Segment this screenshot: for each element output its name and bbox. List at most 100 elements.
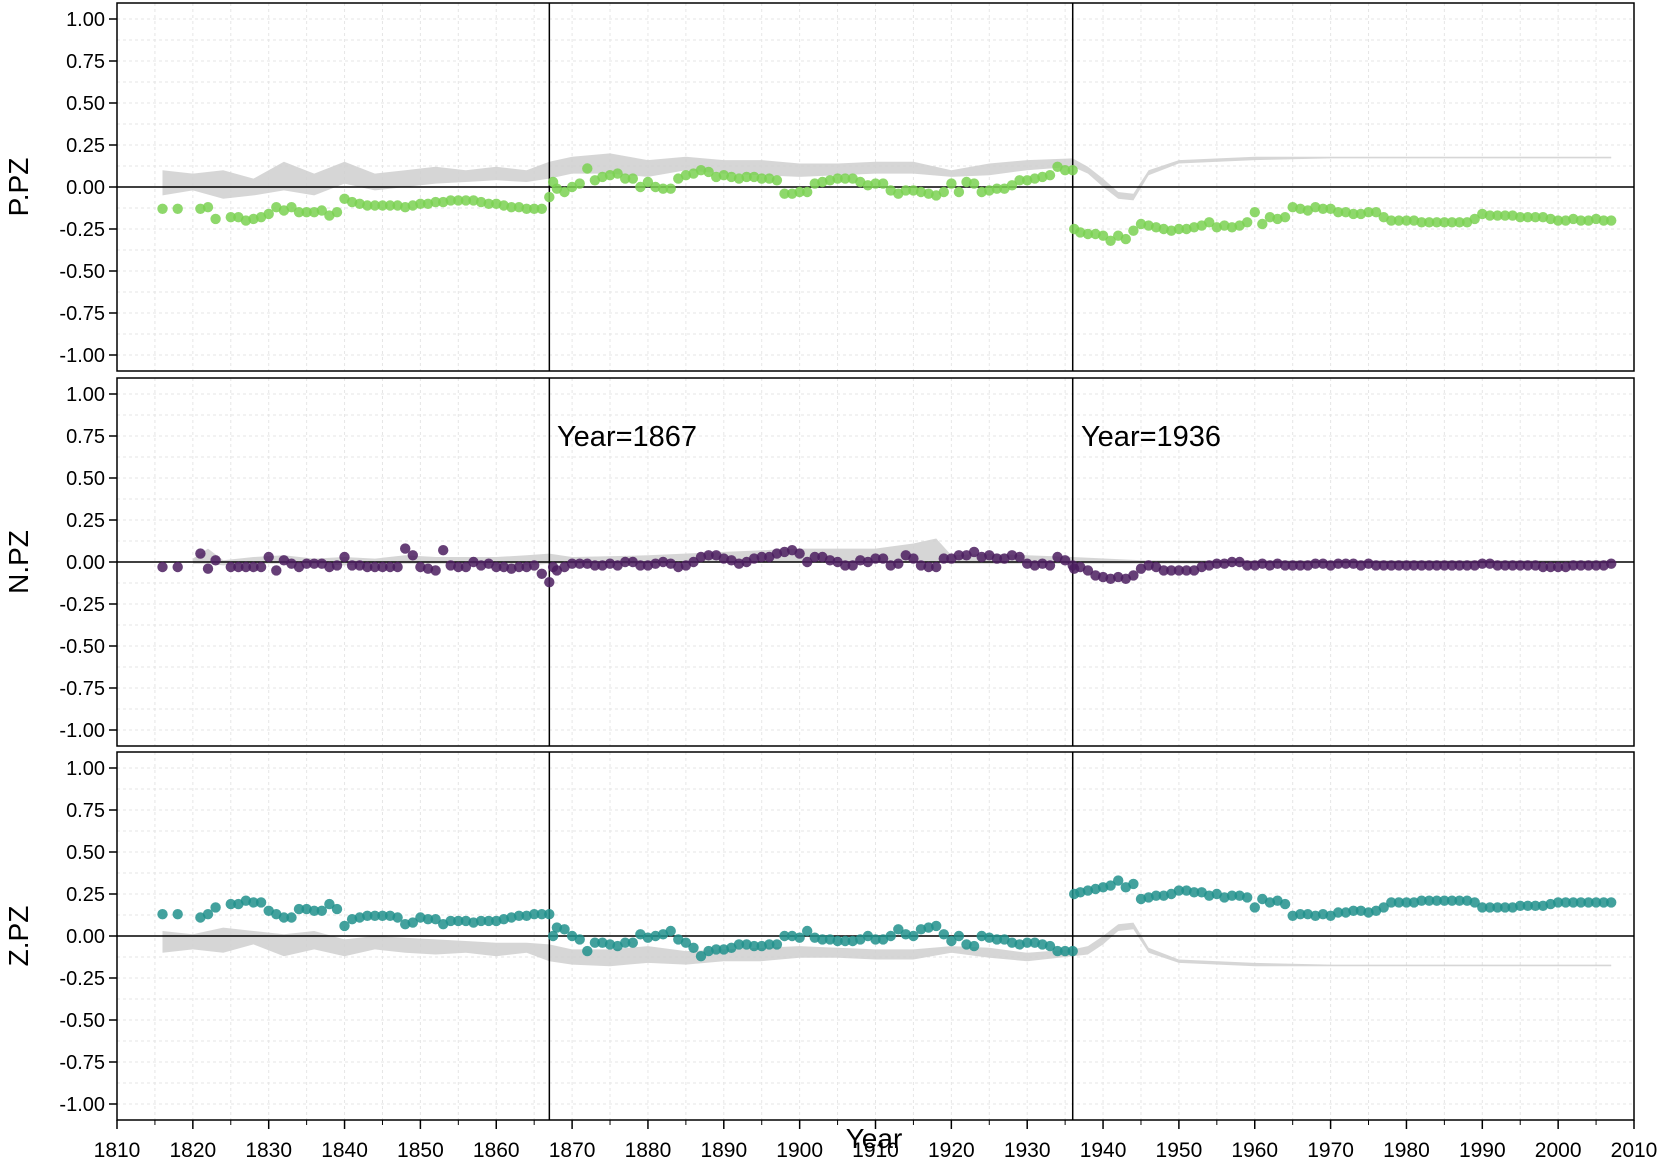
data-point bbox=[870, 934, 881, 945]
data-point bbox=[1530, 900, 1541, 911]
data-point bbox=[1242, 560, 1253, 571]
data-point bbox=[293, 207, 305, 218]
data-point bbox=[301, 207, 312, 218]
x-tick-label: 1920 bbox=[928, 1139, 975, 1162]
data-point bbox=[703, 166, 714, 178]
data-point bbox=[491, 561, 502, 573]
data-point bbox=[544, 191, 555, 203]
data-point bbox=[953, 186, 965, 198]
data-point bbox=[339, 551, 350, 563]
data-point bbox=[794, 548, 805, 559]
data-point bbox=[938, 186, 949, 198]
data-point bbox=[582, 945, 593, 957]
data-point bbox=[840, 935, 851, 947]
data-point bbox=[1461, 560, 1473, 571]
data-point bbox=[802, 186, 813, 198]
data-point bbox=[1469, 897, 1480, 908]
data-point bbox=[157, 909, 168, 920]
data-point bbox=[422, 914, 434, 925]
annotation-breakpoint-1867: Year=1867 bbox=[557, 421, 697, 453]
y-tick-label: 0.25 bbox=[66, 135, 105, 157]
data-point bbox=[1477, 902, 1488, 913]
data-point bbox=[695, 951, 707, 962]
data-point bbox=[771, 939, 783, 950]
data-point bbox=[574, 934, 585, 945]
y-tick-label: 0.25 bbox=[66, 510, 105, 532]
data-point bbox=[369, 910, 381, 921]
data-point bbox=[589, 560, 601, 571]
data-point bbox=[938, 553, 949, 564]
data-point bbox=[870, 553, 881, 564]
data-point bbox=[1044, 940, 1056, 952]
data-point bbox=[1446, 895, 1458, 906]
data-point bbox=[635, 181, 646, 193]
data-point bbox=[1515, 560, 1526, 571]
x-axis-title: Year bbox=[846, 1123, 903, 1154]
data-point bbox=[483, 198, 494, 209]
data-point bbox=[1401, 897, 1412, 908]
data-point bbox=[377, 561, 388, 573]
points-npz bbox=[157, 543, 1617, 588]
data-point bbox=[1279, 898, 1291, 910]
data-point bbox=[953, 550, 965, 561]
data-point bbox=[1598, 215, 1609, 226]
data-point bbox=[263, 208, 274, 220]
x-tick-label: 1870 bbox=[549, 1139, 596, 1162]
data-point bbox=[255, 897, 267, 908]
panel-ppz: -1.00 -0.75 -0.50 -0.25 0.00 0.25 0.50 0.75 1.00… bbox=[3, 2, 1635, 372]
data-point bbox=[1249, 207, 1261, 218]
data-point bbox=[547, 930, 559, 942]
data-point bbox=[513, 561, 525, 573]
data-point bbox=[1287, 560, 1298, 571]
data-point bbox=[703, 550, 714, 561]
data-point bbox=[1166, 565, 1177, 576]
data-point bbox=[210, 902, 221, 913]
reference-band-segment-1 bbox=[162, 161, 550, 199]
data-point bbox=[832, 935, 843, 947]
data-point bbox=[1006, 180, 1018, 191]
y-tick-label: -0.75 bbox=[59, 303, 105, 325]
x-tick-label: 1900 bbox=[776, 1139, 823, 1162]
data-point bbox=[1226, 890, 1238, 901]
data-point bbox=[1348, 208, 1359, 220]
data-point bbox=[331, 903, 343, 915]
data-point bbox=[756, 173, 767, 184]
data-point bbox=[529, 203, 540, 214]
data-point bbox=[1492, 902, 1503, 913]
data-point bbox=[1469, 213, 1480, 225]
x-tick-label: 1930 bbox=[1004, 1139, 1051, 1162]
y-tick-label: -0.50 bbox=[59, 636, 105, 658]
reference-band-segment-3 bbox=[1072, 156, 1612, 201]
data-point bbox=[1386, 560, 1397, 571]
data-point bbox=[271, 565, 282, 576]
data-point bbox=[923, 561, 934, 573]
data-point bbox=[1507, 560, 1518, 571]
data-point bbox=[1484, 210, 1496, 221]
data-point bbox=[1606, 897, 1617, 908]
x-tick-label: 1810 bbox=[94, 1139, 141, 1162]
data-point bbox=[620, 556, 631, 568]
data-point bbox=[1568, 560, 1579, 571]
data-point bbox=[1242, 892, 1253, 903]
data-point bbox=[1113, 875, 1124, 886]
data-point bbox=[1370, 560, 1382, 571]
data-point bbox=[1583, 560, 1594, 571]
y-tick-label: 1.00 bbox=[66, 758, 105, 780]
data-point bbox=[1416, 217, 1427, 228]
data-point bbox=[400, 543, 411, 554]
data-point bbox=[309, 905, 320, 916]
data-point bbox=[1279, 560, 1291, 571]
y-tick-label: -0.50 bbox=[59, 261, 105, 283]
data-point bbox=[893, 558, 904, 569]
data-point bbox=[369, 200, 381, 211]
data-point bbox=[1059, 555, 1071, 566]
data-point bbox=[1492, 560, 1503, 571]
data-point bbox=[968, 178, 980, 189]
data-point bbox=[817, 934, 828, 945]
data-point bbox=[733, 939, 745, 950]
data-point bbox=[1370, 207, 1382, 218]
data-point bbox=[1590, 897, 1602, 908]
data-point bbox=[1082, 565, 1094, 576]
data-point bbox=[255, 561, 267, 573]
data-point bbox=[172, 909, 183, 920]
